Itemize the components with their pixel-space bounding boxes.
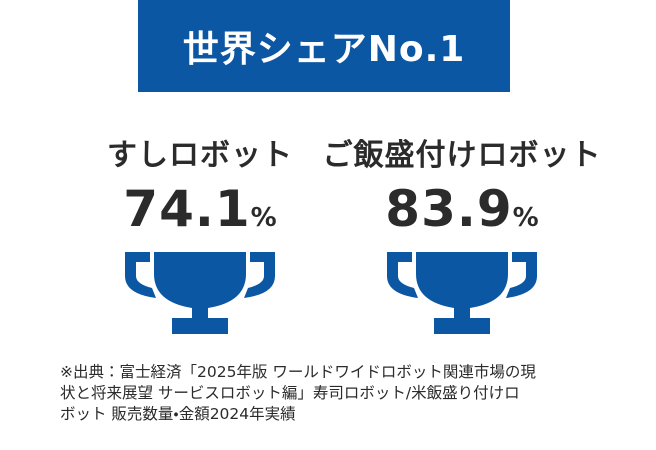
- footnote-line: 状と将来展望 サービスロボット編」寿司ロボット/米飯盛り付けロ: [60, 384, 520, 402]
- footnote-line: ボット 販売数量・金額2024年実績: [60, 405, 296, 423]
- value-number: 83.9: [385, 180, 513, 238]
- value-unit: %: [250, 203, 277, 233]
- footnote-line: ※出典：富士経済「2025年版 ワールドワイドロボット関連市場の現: [60, 363, 536, 381]
- banner: 世界シェアNo.1: [138, 0, 510, 92]
- item-label: ご飯盛付けロボット: [322, 138, 602, 173]
- footnote: ※出典：富士経済「2025年版 ワールドワイドロボット関連市場の現 状と将来展望…: [60, 362, 536, 425]
- banner-title: 世界シェアNo.1: [182, 29, 466, 70]
- value-number: 74.1: [123, 180, 251, 238]
- value-unit: %: [512, 203, 539, 233]
- item-label: すしロボット: [107, 138, 293, 173]
- trophy-icon: [125, 252, 275, 334]
- item-value: 83.9%: [312, 180, 612, 238]
- share-item: すしロボット 74.1%: [50, 130, 350, 238]
- item-value: 74.1%: [50, 180, 350, 238]
- trophy-icon: [387, 252, 537, 334]
- share-item: ご飯盛付けロボット 83.9%: [312, 130, 612, 238]
